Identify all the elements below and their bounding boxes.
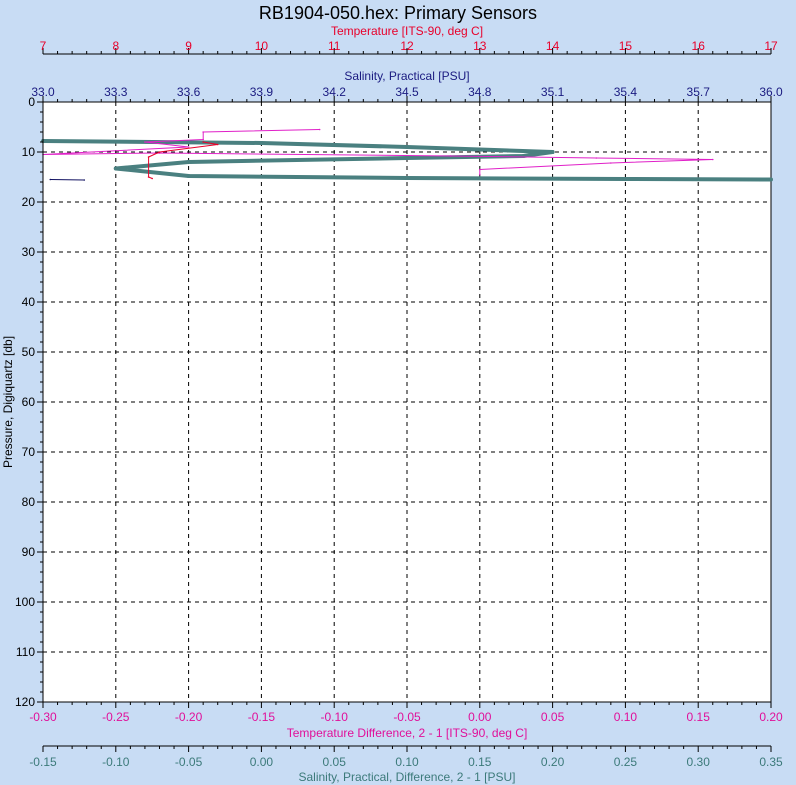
temperature-data-point — [147, 176, 150, 178]
salinity_difference-tick-label: 0.35 — [759, 755, 783, 769]
salinity-series-line — [50, 179, 85, 181]
salinity-tick-label: 35.1 — [541, 85, 565, 99]
salinity-tick-label: 34.5 — [395, 85, 419, 99]
salinity_difference-tick-label: -0.15 — [29, 755, 57, 769]
axes-layer: 7 8 9 10 11 12 13 14 15 16 17 Temperature [ITS-90, … — [1, 24, 783, 784]
temperature_difference-tick-label: -0.15 — [248, 710, 276, 724]
salinity-tick-label: 33.6 — [177, 85, 201, 99]
pressure-tick-label: 10 — [22, 145, 36, 159]
temperature_difference-tick-label: -0.25 — [102, 710, 130, 724]
salinity_difference-data-point — [186, 174, 191, 178]
temperature_difference-data-point — [479, 173, 481, 176]
salinity_difference-tick-label: -0.10 — [102, 755, 130, 769]
salinity_difference-tick-label: 0.15 — [468, 755, 492, 769]
temperature_difference-data-point — [187, 146, 190, 148]
temperature_difference-data-point — [144, 141, 146, 143]
pressure-tick-label: 90 — [22, 545, 36, 559]
salinity_difference-tick-label: 0.20 — [541, 755, 565, 769]
salinity_difference-data-point — [550, 150, 555, 154]
pressure-tick-label: 110 — [16, 645, 35, 659]
temperature-tick-label: 13 — [473, 39, 487, 53]
pressure-tick-label: 0 — [28, 95, 35, 109]
temperature_difference-data-point — [318, 128, 321, 131]
temperature_difference-tick-label: -0.10 — [321, 710, 349, 724]
temperature_difference-tick-label: 0.15 — [687, 710, 711, 724]
temperature_difference-tick-label: 0.00 — [468, 710, 492, 724]
salinity_difference-tick-label: 0.25 — [614, 755, 638, 769]
temperature_difference-data-point — [202, 138, 204, 141]
temperature_difference-data-point — [711, 158, 714, 161]
temperature-tick-label: 12 — [400, 39, 414, 53]
pressure-axis-title: Pressure, Digiquartz [db] — [1, 336, 15, 468]
salinity-tick-label: 35.7 — [687, 85, 711, 99]
pressure-tick-label: 100 — [15, 595, 35, 609]
salinity-tick-label: 36.0 — [759, 85, 783, 99]
temperature-data-point — [158, 151, 161, 153]
temperature_difference-tick-label: 0.20 — [759, 710, 783, 724]
temperature-tick-label: 15 — [619, 39, 633, 53]
salinity_difference-data-point — [259, 141, 264, 145]
salinity_difference-data-point — [405, 176, 409, 180]
pressure-tick-label: 80 — [22, 495, 36, 509]
salinity_difference-tick-label: 0.05 — [323, 755, 347, 769]
temperature-tick-label: 10 — [255, 39, 269, 53]
temperature-data-point — [216, 143, 219, 146]
pressure-tick-label: 50 — [22, 345, 36, 359]
salinity_difference-data-point — [405, 156, 409, 160]
salinity_difference-data-point — [113, 166, 118, 171]
temperature_difference-data-point — [479, 168, 481, 171]
temperature-tick-label: 8 — [112, 39, 119, 53]
salinity-tick-label: 34.8 — [468, 85, 492, 99]
salinity-tick-label: 33.3 — [104, 85, 128, 99]
salinity_difference-data-point — [769, 177, 773, 182]
temperature-data-point — [151, 177, 153, 180]
salinity_difference-tick-label: 0.30 — [687, 755, 711, 769]
grid-layer — [43, 102, 771, 702]
pressure-tick-label: 20 — [22, 195, 36, 209]
salinity_difference-tick-label: 0.00 — [250, 755, 274, 769]
temperature_difference-axis-title: Temperature Difference, 2 - 1 [ITS-90, d… — [287, 726, 528, 740]
salinity_difference-axis-title: Salinity, Practical, Difference, 2 - 1 [… — [299, 770, 516, 784]
pressure-tick-label: 30 — [22, 245, 36, 259]
temperature_difference-data-point — [595, 157, 598, 159]
pressure-tick-label: 120 — [15, 695, 35, 709]
temperature-tick-label: 17 — [764, 39, 778, 53]
temperature-tick-label: 14 — [546, 39, 560, 53]
salinity-data-point — [83, 179, 86, 181]
temperature-tick-label: 9 — [185, 39, 192, 53]
salinity_difference-data-point — [623, 177, 628, 181]
temperature_difference-tick-label: -0.20 — [175, 710, 203, 724]
pressure-tick-label: 40 — [22, 295, 36, 309]
salinity_difference-data-point — [405, 145, 409, 149]
temperature-axis-title: Temperature [ITS-90, deg C] — [331, 24, 483, 38]
salinity-data-point — [49, 178, 52, 181]
temperature_difference-data-point — [610, 162, 612, 164]
pressure-tick-label: 60 — [22, 395, 36, 409]
temperature_difference-tick-label: -0.30 — [29, 710, 57, 724]
temperature-tick-label: 16 — [692, 39, 706, 53]
salinity_difference-data-point — [186, 160, 191, 164]
temperature-data-point — [147, 156, 150, 158]
temperature_difference-data-point — [449, 155, 452, 157]
temperature_difference-tick-label: 0.05 — [541, 710, 565, 724]
salinity_difference-tick-label: 0.10 — [395, 755, 419, 769]
salinity_difference-tick-label: -0.05 — [175, 755, 203, 769]
temperature-data-point — [202, 141, 204, 143]
salinity-tick-label: 33.9 — [250, 85, 274, 99]
salinity-tick-label: 35.4 — [614, 85, 638, 99]
series-layer — [41, 128, 773, 182]
temperature_difference-tick-label: -0.05 — [393, 710, 421, 724]
temperature-tick-label: 7 — [40, 39, 47, 53]
salinity-tick-label: 34.2 — [323, 85, 347, 99]
salinity_difference-series-line — [42, 139, 772, 182]
temperature_difference-data-point — [202, 131, 204, 133]
temperature_difference-tick-label: 0.10 — [614, 710, 638, 724]
pressure-tick-label: 70 — [22, 445, 36, 459]
chart-title: RB1904-050.hex: Primary Sensors — [259, 3, 537, 23]
salinity-tick-label: 33.0 — [31, 85, 55, 99]
temperature-tick-label: 11 — [328, 39, 341, 53]
salinity-axis-title: Salinity, Practical [PSU] — [344, 69, 469, 83]
